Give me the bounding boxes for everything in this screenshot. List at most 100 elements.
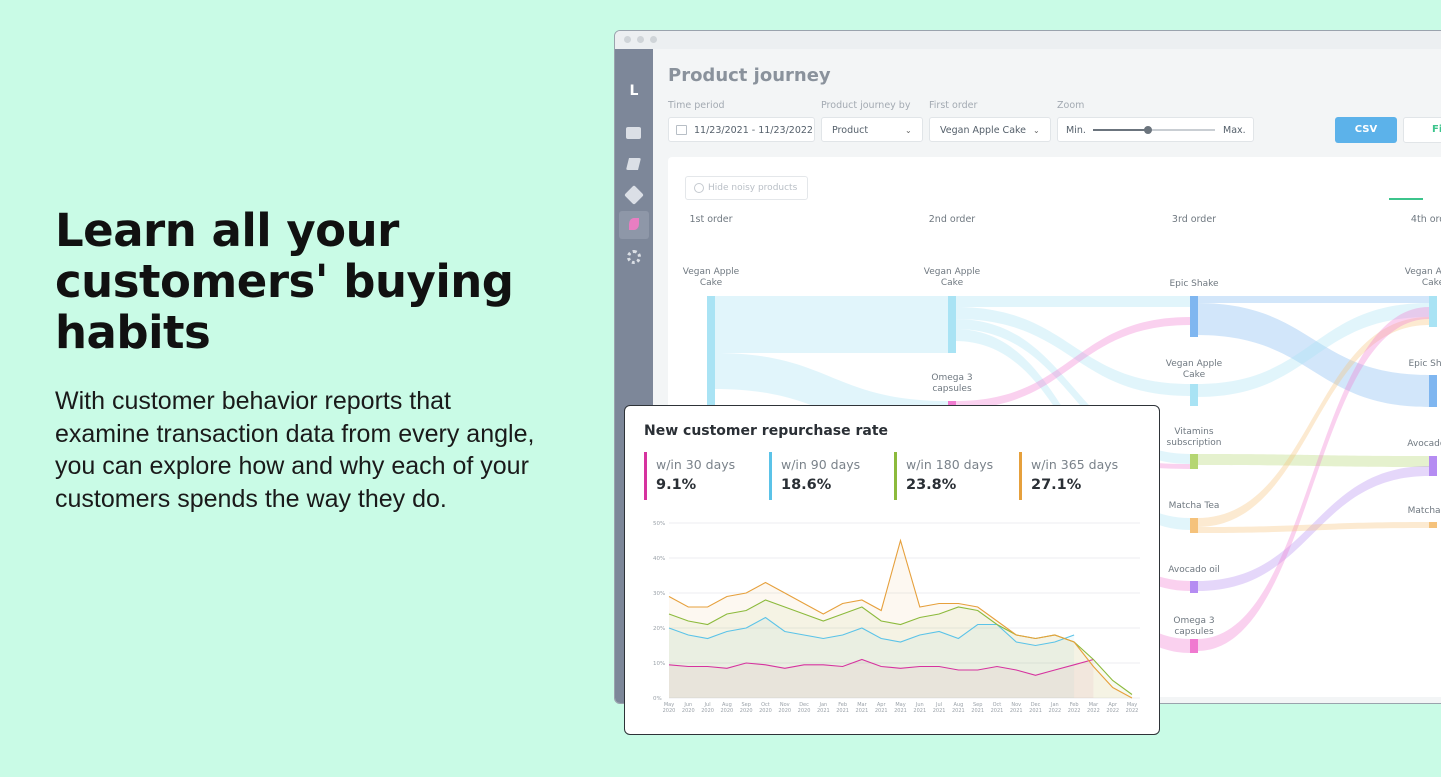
node-label: Omega 3 capsules (931, 373, 973, 394)
zoom-fill (1093, 129, 1148, 131)
sankey-flow (1197, 522, 1429, 533)
x-tick-label: Aug 2021 (952, 702, 965, 714)
legend-label: w/in 30 days (656, 457, 736, 472)
sankey-flow (1197, 303, 1429, 407)
hide-noisy-button[interactable]: Hide noisy products (685, 176, 809, 200)
x-tick-label: Dec 2020 (798, 702, 811, 714)
nav-icon[interactable] (629, 218, 639, 230)
chart-card: 0% 10% 20% 30% 40% 50% May 2020 Jun 2020 Jul 2020 Au… (624, 405, 1160, 735)
kpi: w/in 90 days 18.6% (769, 452, 889, 500)
filter-label: Time period (668, 100, 725, 111)
x-tick-label: Oct 2021 (991, 702, 1004, 714)
filter-label: First order (929, 100, 978, 111)
x-tick-label: Nov 2020 (778, 702, 791, 714)
zoom-handle[interactable] (1144, 126, 1152, 134)
nav-icon[interactable] (626, 127, 641, 139)
window-dot (637, 36, 644, 43)
x-tick-label: Jun 2021 (913, 702, 926, 714)
zoom-min: Min. (1066, 125, 1086, 136)
kpi-value: 9.1% (656, 477, 697, 493)
series-line (668, 658, 1094, 676)
view-toggle[interactable] (1389, 174, 1423, 200)
x-tick-label: Aug 2020 (721, 702, 734, 714)
sankey-node (1190, 454, 1198, 469)
window-dot (624, 36, 631, 43)
x-tick-label: Feb 2021 (836, 702, 849, 714)
nav-icon[interactable] (627, 250, 641, 264)
date-picker[interactable]: 11/23/2021 - 11/23/2022 (668, 117, 815, 142)
y-tick-label: 0% (653, 696, 662, 702)
hero-title: Learn all your customers' buying habits (55, 204, 514, 359)
sankey-flow (955, 296, 1190, 307)
logo[interactable]: L (629, 83, 639, 99)
chart-title: New customer repurchase rate (644, 423, 889, 439)
x-tick-label: Sep 2020 (740, 702, 753, 714)
node-label: Omega 3 capsules (1173, 616, 1215, 637)
page-title: Product journey (668, 65, 831, 86)
sankey-flow (1197, 317, 1429, 527)
filter-label: Product journey by (821, 100, 911, 111)
column-header: 4th order (1410, 214, 1441, 225)
csv-button[interactable]: CSV (1335, 117, 1397, 143)
kpi-value: 27.1% (1031, 477, 1082, 493)
x-tick-label: Dec 2021 (1029, 702, 1042, 714)
series-line (668, 538, 1133, 699)
node-label: Avocado oil (1168, 565, 1220, 575)
hero-body: With customer behavior reports that exam… (55, 387, 535, 513)
zoom-max: Max. (1223, 125, 1246, 136)
x-tick-label: Apr 2021 (875, 702, 888, 714)
sankey-flow (955, 319, 1190, 464)
sankey-node (1190, 639, 1198, 653)
nav-icon[interactable] (626, 158, 641, 170)
series-area (669, 600, 1132, 698)
title-bar (615, 31, 1441, 49)
sankey-node (1190, 384, 1198, 406)
kpi: w/in 180 days 23.8% (894, 452, 1014, 500)
y-tick-label: 20% (653, 626, 665, 632)
series-area (669, 540, 1132, 698)
y-tick-label: 50% (653, 521, 665, 527)
sankey-node (1429, 522, 1437, 528)
sankey-flow (1197, 303, 1429, 397)
column-header: 3rd order (1171, 214, 1217, 225)
legend-swatch (894, 452, 897, 500)
kpi-value: 18.6% (781, 477, 832, 493)
x-tick-label: May 2021 (894, 702, 907, 714)
node-label: Matcha Tea (1407, 506, 1441, 516)
x-tick-label: Mar 2021 (856, 702, 869, 714)
x-tick-label: Nov 2021 (1010, 702, 1023, 714)
sankey-flow (714, 296, 948, 353)
line-chart: 0% 10% 20% 30% 40% 50% May 2020 Jun 2020 Jul 2020 Au… (653, 521, 1140, 714)
sankey-flow (1197, 466, 1429, 591)
node-label: Epic Shake (1408, 359, 1441, 369)
legend-label: w/in 90 days (781, 457, 861, 472)
legend-swatch (644, 452, 647, 500)
sankey-flow (955, 317, 1190, 409)
filter-label: Zoom (1057, 100, 1085, 111)
series-area (669, 659, 1094, 698)
legend-swatch (1019, 452, 1022, 500)
x-tick-label: Jul 2020 (701, 702, 714, 714)
filter-button[interactable]: Filters (1403, 117, 1441, 143)
dropdown[interactable]: Product (821, 117, 923, 142)
column-header: 1st order (689, 214, 733, 225)
sankey-node (1190, 581, 1198, 593)
series-line (668, 616, 1075, 647)
node-label: Vegan Apple Cake (682, 267, 740, 288)
zoom-track (1093, 129, 1215, 131)
x-tick-label: Mar 2022 (1087, 702, 1100, 714)
node-label: Matcha Tea (1168, 501, 1220, 511)
sankey-node (1190, 296, 1198, 337)
node-label: Vegan Apple Cake (1165, 359, 1223, 380)
dropdown[interactable]: Vegan Apple Cake (929, 117, 1051, 142)
sankey-node (1429, 296, 1437, 327)
y-tick-label: 40% (653, 556, 665, 562)
series-area (669, 617, 1075, 698)
node-label: Epic Shake (1169, 279, 1219, 289)
kpi-value: 23.8% (906, 477, 957, 493)
zoom-box (1057, 117, 1254, 142)
x-tick-label: Oct 2020 (759, 702, 772, 714)
x-tick-label: May 2020 (663, 702, 676, 714)
nav-icon[interactable] (624, 185, 644, 205)
sankey-flow (1197, 454, 1429, 467)
